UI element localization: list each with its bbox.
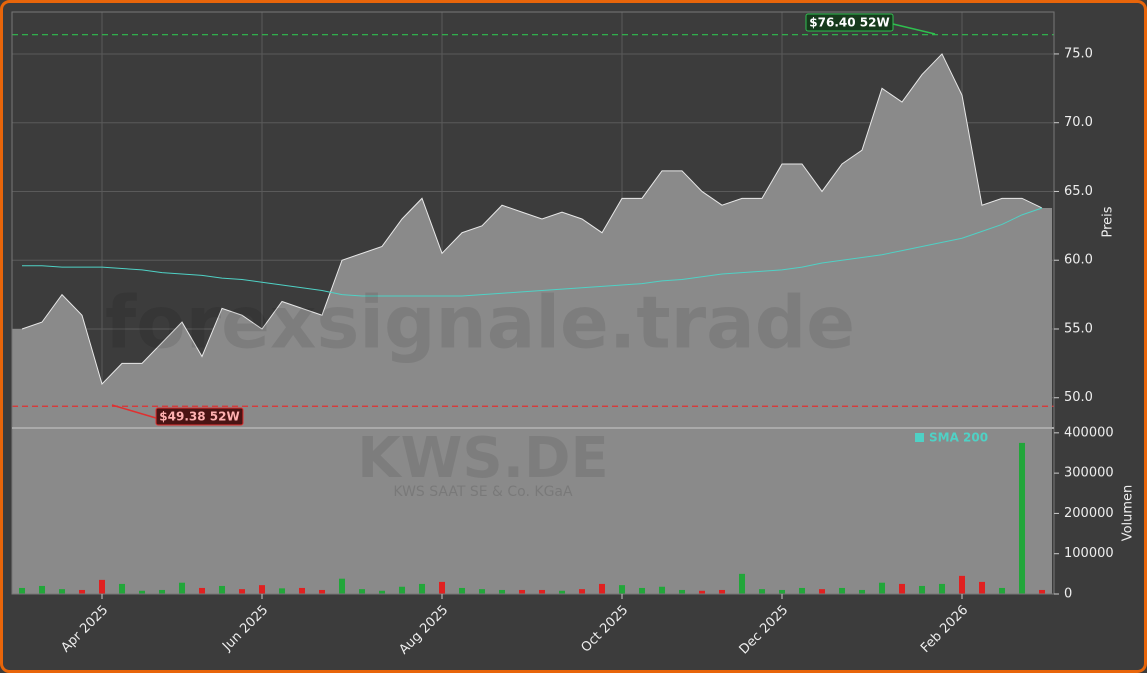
price-area (12, 53, 1052, 429)
high-label-box (805, 13, 894, 32)
volume-bar (79, 589, 85, 594)
volume-tick-label: 400000 (1064, 425, 1114, 440)
volume-bar (499, 589, 505, 594)
volume-tick-label: 100000 (1064, 546, 1114, 561)
volume-bar (839, 587, 845, 594)
volume-bar (719, 589, 725, 594)
volume-bar (739, 573, 745, 594)
volume-bar (639, 587, 645, 594)
volume-bar (339, 578, 345, 594)
y-tick-label: 50.0 (1064, 390, 1093, 405)
volume-bar (659, 586, 665, 594)
volume-bar (919, 585, 925, 594)
volume-bar (379, 590, 385, 594)
y-tick-label: 75.0 (1064, 46, 1093, 61)
volume-bar (1039, 589, 1045, 594)
volume-bar (939, 583, 945, 594)
volume-bar (779, 589, 785, 594)
volume-bar (599, 583, 605, 594)
volume-bar (299, 587, 305, 594)
volume-bar (519, 589, 525, 594)
volume-bar (459, 587, 465, 594)
company-watermark: KWS SAAT SE & Co. KGaA (393, 484, 573, 500)
symbol-watermark: KWS.DE (357, 426, 609, 491)
sma-line (22, 207, 1043, 297)
volume-bar (579, 589, 585, 594)
volume-bar (979, 581, 985, 594)
volume-bar (99, 579, 105, 594)
volume-tick-label: 300000 (1064, 466, 1114, 481)
y-axis-label: Preis (1101, 206, 1116, 237)
volume-bar (359, 589, 365, 594)
volume-bar (619, 585, 625, 594)
volume-bar (259, 585, 265, 594)
volume-bar (859, 589, 865, 594)
volume-bar (139, 590, 145, 594)
volume-bar (59, 589, 65, 594)
price-line (21, 53, 1043, 385)
volume-bar (1019, 442, 1025, 594)
panel-border (11, 11, 1055, 595)
volume-panel-bg (12, 428, 1052, 594)
volume-bar (239, 589, 245, 594)
volume-axis-label: Volumen (1121, 485, 1136, 542)
volume-bar (819, 589, 825, 594)
legend-label: SMA 200 (929, 431, 988, 445)
y-tick-label: 65.0 (1064, 184, 1093, 199)
volume-bar (899, 583, 905, 594)
volume-tick-label: 0 (1064, 587, 1072, 602)
volume-bar (279, 588, 285, 594)
volume-bar (179, 582, 185, 594)
volume-bar (999, 587, 1005, 594)
volume-bar (439, 581, 445, 594)
y-tick-label: 70.0 (1064, 115, 1093, 130)
volume-bar (19, 587, 25, 594)
volume-tick-label: 200000 (1064, 506, 1114, 521)
low-label-box (155, 407, 244, 426)
volume-bar (679, 589, 685, 594)
low-label: $49.38 52W (159, 410, 239, 424)
low-arrow (111, 404, 157, 419)
y-tick-label: 60.0 (1064, 253, 1093, 268)
legend-swatch (915, 433, 924, 442)
high-arrow (892, 23, 936, 35)
volume-bar (159, 589, 165, 594)
high-label: $76.40 52W (809, 16, 889, 30)
volume-bar (559, 590, 565, 594)
volume-bar (119, 583, 125, 594)
volume-bar (479, 589, 485, 594)
volume-bar (399, 586, 405, 594)
watermark: forexsignale.trade (105, 281, 855, 365)
volume-bar (39, 585, 45, 594)
volume-bar (959, 575, 965, 594)
volume-bar (879, 582, 885, 594)
volume-bar (219, 585, 225, 594)
volume-bar (759, 589, 765, 594)
volume-bar (319, 589, 325, 594)
volume-bar (199, 587, 205, 594)
volume-bar (419, 583, 425, 594)
volume-bar (539, 589, 545, 594)
volume-bar (799, 587, 805, 594)
y-tick-label: 55.0 (1064, 321, 1093, 336)
volume-bar (699, 590, 705, 594)
